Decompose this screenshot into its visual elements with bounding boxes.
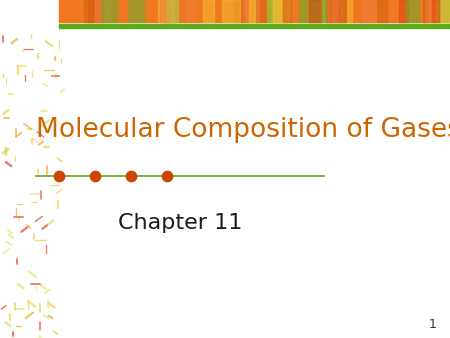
Bar [158, 0, 174, 22]
Bar [399, 0, 408, 22]
Bar [313, 0, 324, 22]
Bar [362, 0, 377, 22]
Bar [185, 0, 194, 22]
Text: Chapter 11: Chapter 11 [118, 213, 242, 233]
Bar [58, 0, 450, 22]
Bar [441, 0, 450, 22]
Bar [256, 0, 269, 22]
Bar [273, 0, 281, 22]
Bar [283, 0, 291, 22]
Bar [94, 0, 109, 22]
Bar [167, 0, 177, 22]
Bar [377, 0, 387, 22]
Bar [88, 0, 104, 22]
Bar [309, 0, 320, 22]
Bar [339, 0, 346, 22]
Bar [164, 0, 175, 22]
Point [91, 173, 98, 178]
Bar [326, 0, 331, 22]
Bar [84, 0, 93, 22]
Bar [267, 0, 272, 22]
Bar [102, 0, 117, 22]
Bar [406, 0, 419, 22]
Bar [129, 0, 144, 22]
Bar [327, 0, 341, 22]
Bar [436, 0, 450, 22]
Bar [426, 0, 431, 22]
Bar [431, 0, 439, 22]
Bar [273, 0, 290, 22]
Point [55, 173, 62, 178]
Text: 1: 1 [428, 318, 436, 331]
Bar [320, 0, 331, 22]
Bar [243, 0, 259, 22]
Text: Molecular Composition of Gases: Molecular Composition of Gases [36, 117, 450, 143]
Bar [423, 0, 428, 22]
Bar [58, 24, 450, 28]
Bar [330, 0, 339, 22]
Bar [249, 0, 255, 22]
Bar [160, 0, 170, 22]
Point [127, 173, 134, 178]
Bar [347, 0, 352, 22]
Bar [299, 0, 316, 22]
Bar [234, 0, 244, 22]
Bar [222, 0, 240, 22]
Bar [203, 0, 214, 22]
Bar [269, 0, 281, 22]
Point [163, 173, 170, 178]
Bar [167, 0, 178, 22]
